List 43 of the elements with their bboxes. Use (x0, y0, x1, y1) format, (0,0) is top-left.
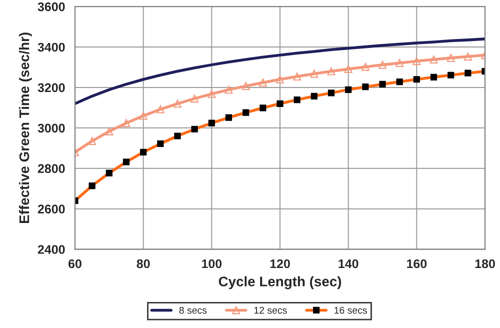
point (464, 52, 472, 61)
point (378, 60, 386, 69)
x-tick-label: 180 (475, 259, 495, 268)
point (361, 62, 370, 71)
x-tick-label: 100 (202, 259, 222, 268)
y-tick-label: 3600 (38, 2, 65, 12)
point (412, 57, 421, 66)
point (446, 54, 455, 62)
point (344, 65, 352, 74)
x-axis-title: Cycle Length (sec) (218, 276, 342, 290)
y-axis-title: Effective Green Time (sec/hr) (18, 32, 32, 223)
y-tick-label: 3200 (38, 83, 65, 92)
point (122, 119, 130, 128)
x-tick-label: 160 (407, 259, 427, 268)
line-series (75, 38, 485, 106)
y-tick-label: 3000 (38, 124, 65, 133)
point (224, 86, 233, 94)
point (430, 56, 438, 64)
legend-label: 12 secs (254, 306, 287, 314)
point (208, 90, 216, 98)
point (88, 137, 96, 146)
point (327, 67, 336, 76)
y-tick-label: 3400 (38, 42, 65, 52)
x-tick-label: 140 (338, 259, 358, 268)
legend-label: 16 secs (334, 306, 367, 314)
point (174, 100, 182, 108)
y-tick-label: 2800 (38, 164, 65, 174)
point (156, 105, 164, 114)
point (276, 75, 284, 84)
point (190, 94, 199, 103)
point (396, 59, 404, 67)
legend-label: 8 secs (179, 306, 207, 314)
y-tick-label: 2400 (38, 245, 65, 254)
point (105, 127, 114, 136)
x-tick-label: 80 (136, 259, 150, 268)
point (293, 72, 302, 81)
point (310, 70, 318, 78)
point (242, 82, 250, 90)
point (139, 112, 148, 120)
y-tick-label: 2600 (38, 204, 65, 214)
x-tick-label: 120 (270, 259, 290, 268)
point (258, 78, 267, 87)
x-tick-label: 60 (68, 259, 82, 268)
